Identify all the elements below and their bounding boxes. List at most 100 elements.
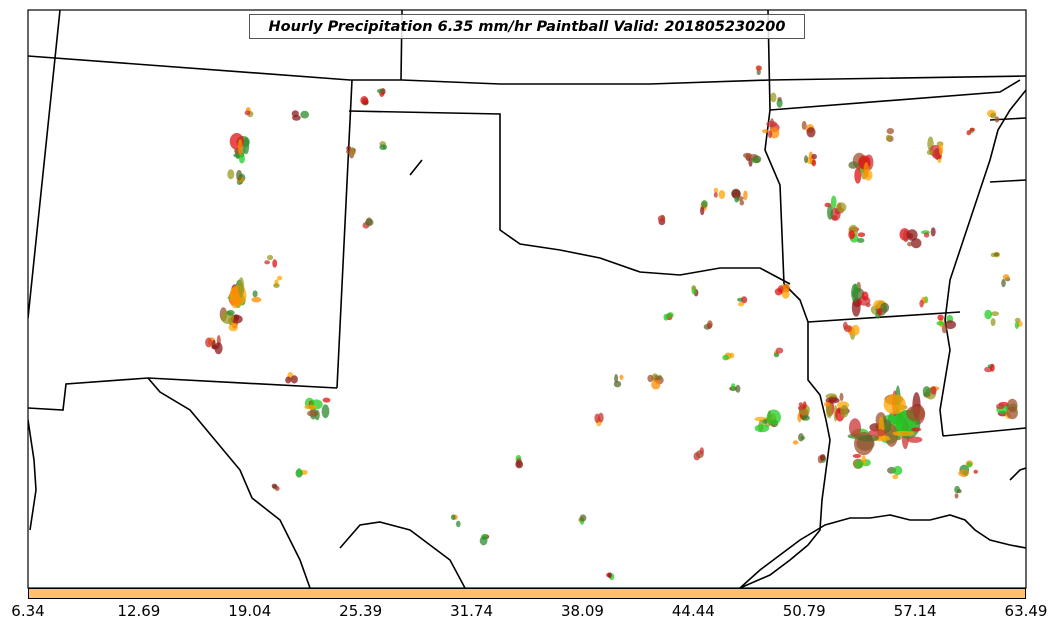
precip-blob [991, 311, 999, 317]
precip-blob [1001, 279, 1006, 288]
precip-blob [930, 227, 936, 237]
precip-blob [1014, 321, 1020, 330]
precip-blob [238, 277, 245, 298]
precip-blob [849, 418, 861, 438]
precip-blob [1014, 317, 1021, 323]
precip-blob [752, 155, 762, 164]
precip-blob [930, 386, 937, 395]
precip-blob [852, 460, 859, 466]
precip-blob [762, 419, 768, 424]
precip-blob [285, 376, 292, 384]
precip-blob [227, 169, 235, 180]
precip-blob [238, 153, 245, 164]
precip-blob [792, 440, 799, 445]
boundary-missouri-arkansas [769, 79, 1021, 111]
precip-blob [735, 384, 741, 393]
precip-blob [851, 298, 861, 317]
precip-blob [647, 374, 654, 383]
precip-blob [743, 152, 752, 159]
precip-blob [766, 121, 778, 127]
map-title: Hourly Precipitation 6.35 mm/hr Paintbal… [249, 14, 805, 39]
precip-blob [861, 291, 869, 301]
precip-blob [801, 120, 807, 130]
boundary-texas-west [147, 377, 311, 588]
precip-blob [360, 96, 369, 105]
precip-blob [322, 397, 331, 403]
precip-blob [990, 363, 995, 372]
precip-blob [614, 374, 619, 383]
precip-blob [804, 155, 808, 164]
precip-blob [990, 112, 997, 119]
precip-blob [657, 215, 666, 223]
precip-blob [773, 352, 780, 358]
precip-blob [307, 410, 319, 417]
plot-background [28, 10, 1026, 588]
precip-blob [906, 405, 926, 422]
precip-blob [365, 218, 374, 227]
precip-blob [579, 514, 587, 522]
colorbar-tick-label: 31.74 [450, 602, 494, 620]
precip-blob [707, 320, 713, 329]
precip-blob [770, 92, 777, 103]
precip-blob [800, 415, 810, 421]
precip-blob [264, 260, 270, 265]
precip-blob [205, 337, 213, 348]
precip-blob [290, 375, 298, 384]
precip-blob [802, 401, 807, 409]
precip-blob [1007, 398, 1018, 412]
precip-blob [741, 296, 748, 304]
precip-blob [349, 146, 355, 156]
colorbar-tick-label: 6.34 [11, 602, 45, 620]
precip-blob [926, 149, 934, 155]
precip-blob [783, 283, 790, 292]
precip-blob [944, 320, 957, 330]
precip-blob [300, 110, 310, 119]
precip-blob [214, 342, 223, 355]
precip-blob [233, 314, 240, 321]
boundary-az-ca [28, 419, 37, 531]
precip-blob [701, 200, 708, 208]
precip-blob [251, 296, 262, 303]
precip-blob [994, 116, 1000, 123]
boundary-arkansas-north [807, 311, 961, 323]
precip-blob [244, 110, 251, 116]
boundary-oklahoma-panhandle [348, 110, 791, 285]
precip-blob [892, 474, 899, 480]
precip-blob [722, 354, 729, 361]
precip-blob [840, 405, 849, 418]
boundary-nm-az-south [28, 377, 149, 411]
precip-blob [700, 206, 705, 216]
precip-blob [910, 238, 922, 249]
precip-blob [766, 409, 781, 425]
precip-blob [731, 189, 741, 199]
colorbar-tick-label: 63.49 [1004, 602, 1048, 620]
precip-blob [228, 323, 238, 332]
precip-blob [296, 468, 302, 477]
precip-blob [938, 142, 944, 156]
precip-blob [811, 159, 817, 167]
precip-blob [769, 127, 780, 139]
precip-blob [969, 127, 975, 132]
precip-blob [607, 572, 612, 579]
precip-blob [243, 137, 250, 155]
precip-blob [304, 404, 317, 410]
precip-blob [775, 347, 784, 354]
precip-blob [836, 202, 847, 213]
precip-blob [851, 283, 859, 302]
coastline-florida [1009, 467, 1026, 481]
precip-blob [798, 433, 804, 442]
precip-blob [923, 232, 930, 238]
precip-blob [729, 352, 735, 359]
precip-blob [762, 129, 769, 134]
precip-blob [755, 65, 762, 71]
precip-blob [906, 229, 918, 241]
precip-blob [936, 321, 945, 326]
precip-blob [737, 297, 744, 302]
precip-blob [806, 127, 816, 138]
precip-blob [776, 98, 783, 108]
boundary-co-nm-vertical [336, 79, 353, 389]
precip-blob [774, 288, 783, 296]
precip-blob [865, 302, 871, 308]
precip-blob [830, 195, 837, 209]
